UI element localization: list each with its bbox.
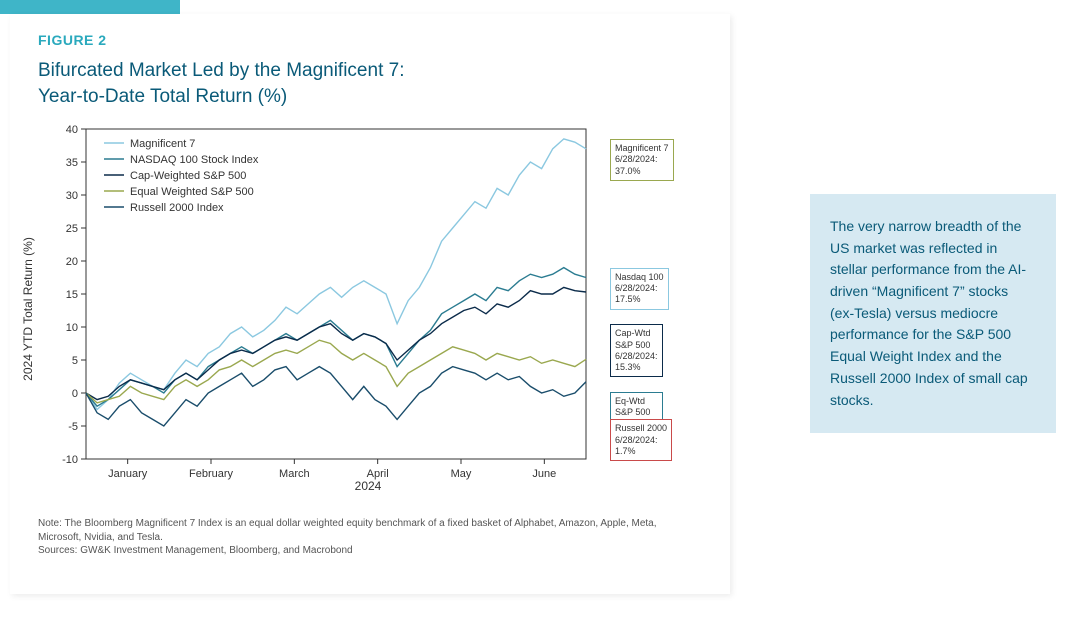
x-year-label: 2024: [355, 479, 382, 493]
svg-text:March: March: [279, 468, 310, 480]
svg-text:NASDAQ 100 Stock Index: NASDAQ 100 Stock Index: [130, 154, 259, 166]
chart: 2024 YTD Total Return (%) -10-5051015202…: [38, 119, 698, 499]
chart-svg: -10 -5 0 5 10 15 20 25 30 35 40 January February Marc…: [38, 119, 698, 499]
svg-text:5: 5: [72, 355, 78, 367]
figure-title-line2: Year-to-Date Total Return (%): [38, 86, 287, 107]
note-line: Note: The Bloomberg Magnificent 7 Index …: [38, 517, 702, 544]
end-label: Cap-WtdS&P 5006/28/2024:15.3%: [610, 324, 663, 377]
svg-text:January: January: [108, 468, 148, 480]
svg-text:February: February: [189, 468, 234, 480]
svg-text:30: 30: [66, 190, 78, 202]
svg-text:40: 40: [66, 124, 78, 136]
end-label: Magnificent 76/28/2024:37.0%: [610, 139, 674, 181]
svg-text:10: 10: [66, 322, 78, 334]
svg-text:June: June: [532, 468, 556, 480]
svg-text:May: May: [451, 468, 472, 480]
figure-container: FIGURE 2 Bifurcated Market Led by the Ma…: [10, 14, 730, 594]
svg-text:Equal Weighted S&P 500: Equal Weighted S&P 500: [130, 186, 254, 198]
chart-notes: Note: The Bloomberg Magnificent 7 Index …: [38, 517, 702, 558]
svg-text:15: 15: [66, 289, 78, 301]
svg-text:Russell 2000 Index: Russell 2000 Index: [130, 202, 224, 214]
svg-text:25: 25: [66, 223, 78, 235]
svg-text:-10: -10: [62, 454, 78, 466]
svg-text:35: 35: [66, 157, 78, 169]
figure-title: Bifurcated Market Led by the Magnificent…: [38, 58, 702, 109]
svg-text:-5: -5: [68, 421, 78, 433]
end-label: Russell 20006/28/2024:1.7%: [610, 419, 672, 461]
end-label: Nasdaq 1006/28/2024:17.5%: [610, 268, 669, 310]
end-labels: Magnificent 76/28/2024:37.0% Nasdaq 1006/…: [610, 119, 700, 499]
side-callout: The very narrow breadth of the US market…: [810, 194, 1056, 433]
svg-text:Magnificent 7: Magnificent 7: [130, 138, 195, 150]
figure-title-line1: Bifurcated Market Led by the Magnificent…: [38, 60, 404, 81]
figure-label: FIGURE 2: [38, 32, 702, 48]
svg-text:20: 20: [66, 256, 78, 268]
accent-bar: [0, 0, 180, 14]
source-line: Sources: GW&K Investment Management, Blo…: [38, 544, 702, 558]
svg-text:Cap-Weighted S&P 500: Cap-Weighted S&P 500: [130, 170, 246, 182]
svg-text:0: 0: [72, 388, 78, 400]
y-axis-label: 2024 YTD Total Return (%): [21, 237, 35, 381]
